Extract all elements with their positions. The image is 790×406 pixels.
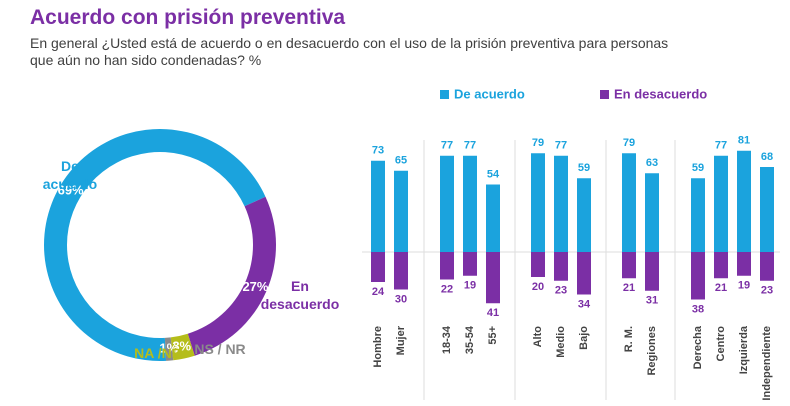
bar <box>645 173 659 252</box>
x-tick-label: Centro <box>715 326 727 362</box>
bar-value-label: 38 <box>692 303 704 315</box>
bar-value-label: 79 <box>623 137 635 149</box>
bar-value-label: 30 <box>395 293 407 305</box>
bar <box>486 184 500 252</box>
slice-value-label: 69% <box>58 182 84 197</box>
bar-value-label: 21 <box>623 282 635 294</box>
bar <box>622 252 636 279</box>
slice-value-label: 1% <box>159 341 178 356</box>
bar <box>691 178 705 252</box>
legend-swatch <box>600 90 609 99</box>
x-tick-label: Derecha <box>692 325 704 369</box>
x-tick-label: Bajo <box>578 326 590 350</box>
donut-slice <box>164 337 174 361</box>
x-tick-label: Izquierda <box>738 325 750 374</box>
bar <box>531 153 545 252</box>
bar-value-label: 73 <box>372 145 384 157</box>
bar-value-label: 41 <box>487 307 499 319</box>
bar <box>394 170 408 252</box>
bar <box>737 150 751 252</box>
bar <box>691 252 705 300</box>
bar <box>463 252 477 276</box>
bar <box>531 252 545 277</box>
bar-value-label: 79 <box>532 137 544 149</box>
bar <box>577 178 591 252</box>
bar-value-label: 68 <box>761 151 773 163</box>
bar-value-label: 77 <box>555 140 567 152</box>
bar-value-label: 23 <box>555 285 567 297</box>
bar-value-label: 81 <box>738 135 750 147</box>
bar-value-label: 65 <box>395 155 407 167</box>
bar <box>371 160 385 252</box>
bar <box>622 153 636 252</box>
bar <box>760 252 774 281</box>
bar-value-label: 77 <box>715 140 727 152</box>
slice-category-label: De acuerdo <box>42 158 98 192</box>
x-tick-label: 55+ <box>487 326 499 345</box>
bar-value-label: 31 <box>646 295 658 307</box>
subtitle: En general ¿Usted está de acuerdo o en d… <box>30 35 669 68</box>
bar <box>371 252 385 282</box>
x-tick-label: Hombre <box>372 326 384 368</box>
x-tick-label: 18-34 <box>441 325 453 354</box>
slice-category-label: NS / NR <box>194 341 246 357</box>
bar <box>440 155 454 252</box>
bar <box>737 252 751 276</box>
bar <box>440 252 454 280</box>
bar <box>394 252 408 290</box>
bar-value-label: 21 <box>715 282 727 294</box>
bar-value-label: 59 <box>692 162 704 174</box>
bar <box>645 252 659 291</box>
x-tick-label: Independiente <box>761 326 773 401</box>
x-tick-label: R. M. <box>623 326 635 352</box>
donut-slice <box>170 333 195 361</box>
x-tick-label: Mujer <box>395 325 407 355</box>
bar-value-label: 59 <box>578 162 590 174</box>
bar-value-label: 24 <box>372 286 385 298</box>
slice-category-label: NA /ND <box>134 345 182 361</box>
x-tick-label: Alto <box>532 326 544 348</box>
bar <box>760 167 774 252</box>
bar-value-label: 77 <box>464 140 476 152</box>
bar-value-label: 20 <box>532 281 544 293</box>
bar-value-label: 34 <box>578 298 591 310</box>
x-tick-label: Regiones <box>646 326 658 376</box>
bar <box>714 155 728 252</box>
legend-swatch <box>440 90 449 99</box>
bar <box>554 155 568 252</box>
bar-value-label: 19 <box>738 280 750 292</box>
bar-value-label: 77 <box>441 140 453 152</box>
title: Acuerdo con prisión preventiva <box>30 6 346 29</box>
legend-label: De acuerdo <box>454 86 525 101</box>
slice-value-label: 27% <box>242 279 268 294</box>
bar <box>714 252 728 279</box>
bar-value-label: 23 <box>761 285 773 297</box>
bar <box>554 252 568 281</box>
slice-value-label: 3% <box>172 339 191 354</box>
x-tick-label: 35-54 <box>464 325 476 354</box>
bar-value-label: 63 <box>646 157 658 169</box>
bar <box>486 252 500 304</box>
donut-slice <box>187 196 276 356</box>
bar-value-label: 22 <box>441 283 453 295</box>
bar <box>463 155 477 252</box>
bar-value-label: 54 <box>487 168 500 180</box>
bar-value-label: 19 <box>464 280 476 292</box>
bar <box>577 252 591 295</box>
x-tick-label: Medio <box>555 326 567 358</box>
legend-label: En desacuerdo <box>614 86 707 101</box>
slice-category-label: En desacuerdo <box>260 278 340 312</box>
